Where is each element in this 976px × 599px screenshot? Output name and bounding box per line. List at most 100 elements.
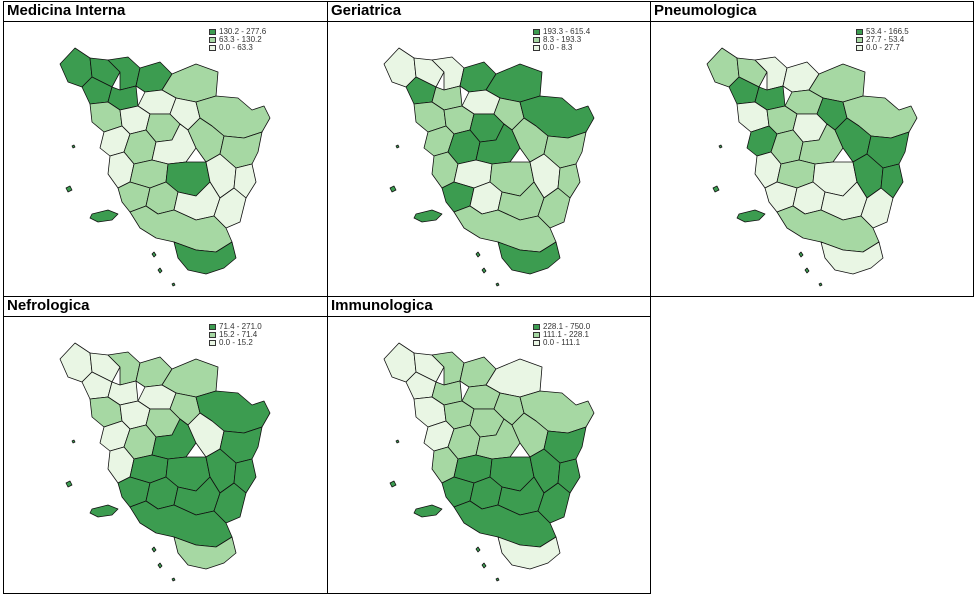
legend-swatch — [533, 332, 540, 338]
district-region — [233, 163, 257, 199]
choropleth-map — [383, 342, 595, 582]
legend-swatch — [533, 37, 540, 43]
island-shape — [157, 562, 163, 569]
map-legend: 53.4 - 166.5 27.7 - 53.4 0.0 - 27.7 — [856, 28, 909, 52]
district-region — [880, 163, 904, 199]
panel-title: Immunologica — [331, 297, 433, 314]
legend-swatch — [856, 29, 863, 35]
legend-swatch — [533, 324, 540, 330]
district-region — [453, 500, 557, 548]
legend-label: 71.4 - 271.0 — [219, 322, 262, 331]
legend-label: 0.0 - 27.7 — [866, 43, 900, 52]
panel-title: Nefrologica — [7, 297, 90, 314]
island-shape — [389, 185, 397, 193]
panel-cell: Immunologica 228.1 - 750.0 111.1 - 228.1 0… — [327, 296, 651, 594]
map-panel: 53.4 - 166.5 27.7 - 53.4 0.0 - 27.7 — [651, 21, 973, 296]
legend-entry: 27.7 - 53.4 — [856, 36, 909, 44]
district-region — [557, 458, 581, 494]
panel-cell: Geriatrica 193.3 - 615.4 8.3 - 193.3 0.0 -… — [327, 1, 651, 297]
district-region — [776, 205, 880, 253]
island-shape — [157, 267, 163, 274]
legend-entry: 0.0 - 15.2 — [209, 339, 262, 347]
map-panel: 130.2 - 277.6 63.3 - 130.2 0.0 - 63.3 — [4, 21, 327, 296]
legend-entry: 193.3 - 615.4 — [533, 28, 590, 36]
island-shape — [413, 209, 443, 223]
map-legend: 71.4 - 271.0 15.2 - 71.4 0.0 - 15.2 — [209, 323, 262, 347]
legend-label: 8.3 - 193.3 — [543, 35, 582, 44]
legend-entry: 53.4 - 166.5 — [856, 28, 909, 36]
legend-entry: 130.2 - 277.6 — [209, 28, 266, 36]
island-shape — [736, 209, 766, 223]
legend-entry: 0.0 - 27.7 — [856, 44, 909, 52]
island-shape — [389, 480, 397, 488]
legend-swatch — [209, 29, 216, 35]
legend-swatch — [533, 340, 540, 346]
island-shape — [89, 209, 119, 223]
legend-entry: 8.3 - 193.3 — [533, 36, 590, 44]
panel-title: Geriatrica — [331, 2, 402, 19]
legend-label: 111.1 - 228.1 — [543, 330, 589, 339]
district-region — [820, 241, 884, 275]
district-region — [129, 205, 233, 253]
legend-entry: 0.0 - 63.3 — [209, 44, 266, 52]
map-panel: 71.4 - 271.0 15.2 - 71.4 0.0 - 15.2 — [4, 316, 327, 593]
island-shape — [718, 144, 723, 149]
legend-swatch — [209, 324, 216, 330]
legend-label: 0.0 - 63.3 — [219, 43, 253, 52]
legend-swatch — [533, 45, 540, 51]
district-region — [233, 458, 257, 494]
island-shape — [395, 144, 400, 149]
district-region — [59, 47, 93, 88]
island-shape — [481, 267, 487, 274]
island-shape — [818, 282, 823, 287]
panel-title: Pneumologica — [654, 2, 757, 19]
district-region — [497, 536, 561, 570]
island-shape — [71, 144, 76, 149]
legend-swatch — [209, 45, 216, 51]
district-region — [173, 241, 237, 275]
district-region — [557, 163, 581, 199]
legend-label: 193.3 - 615.4 — [543, 27, 591, 36]
legend-swatch — [209, 332, 216, 338]
panel-cell: Nefrologica 71.4 - 271.0 15.2 - 71.4 0.0 -… — [3, 296, 328, 594]
legend-label: 0.0 - 8.3 — [543, 43, 573, 52]
legend-label: 0.0 - 111.1 — [543, 338, 581, 347]
legend-label: 0.0 - 15.2 — [219, 338, 253, 347]
legend-entry: 0.0 - 8.3 — [533, 44, 590, 52]
panel-title: Medicina Interna — [7, 2, 126, 19]
legend-entry: 228.1 - 750.0 — [533, 323, 590, 331]
district-region — [173, 536, 237, 570]
legend-entry: 15.2 - 71.4 — [209, 331, 262, 339]
island-shape — [475, 251, 481, 258]
legend-label: 15.2 - 71.4 — [219, 330, 258, 339]
map-legend: 130.2 - 277.6 63.3 - 130.2 0.0 - 63.3 — [209, 28, 266, 52]
legend-entry: 0.0 - 111.1 — [533, 339, 590, 347]
island-shape — [495, 577, 500, 582]
legend-swatch — [533, 29, 540, 35]
island-shape — [475, 546, 481, 553]
legend-entry: 63.3 - 130.2 — [209, 36, 266, 44]
island-shape — [171, 577, 176, 582]
island-shape — [804, 267, 810, 274]
legend-swatch — [209, 340, 216, 346]
district-region — [129, 500, 233, 548]
choropleth-map — [706, 47, 918, 287]
island-shape — [151, 251, 157, 258]
island-shape — [65, 185, 73, 193]
district-region — [383, 342, 417, 383]
legend-entry: 111.1 - 228.1 — [533, 331, 590, 339]
island-shape — [71, 439, 76, 444]
legend-label: 130.2 - 277.6 — [219, 27, 267, 36]
island-shape — [171, 282, 176, 287]
choropleth-map — [59, 342, 271, 582]
legend-label: 228.1 - 750.0 — [543, 322, 591, 331]
district-region — [497, 241, 561, 275]
legend-swatch — [209, 37, 216, 43]
choropleth-map — [383, 47, 595, 287]
island-shape — [495, 282, 500, 287]
legend-swatch — [856, 45, 863, 51]
choropleth-map — [59, 47, 271, 287]
island-shape — [712, 185, 720, 193]
island-shape — [395, 439, 400, 444]
